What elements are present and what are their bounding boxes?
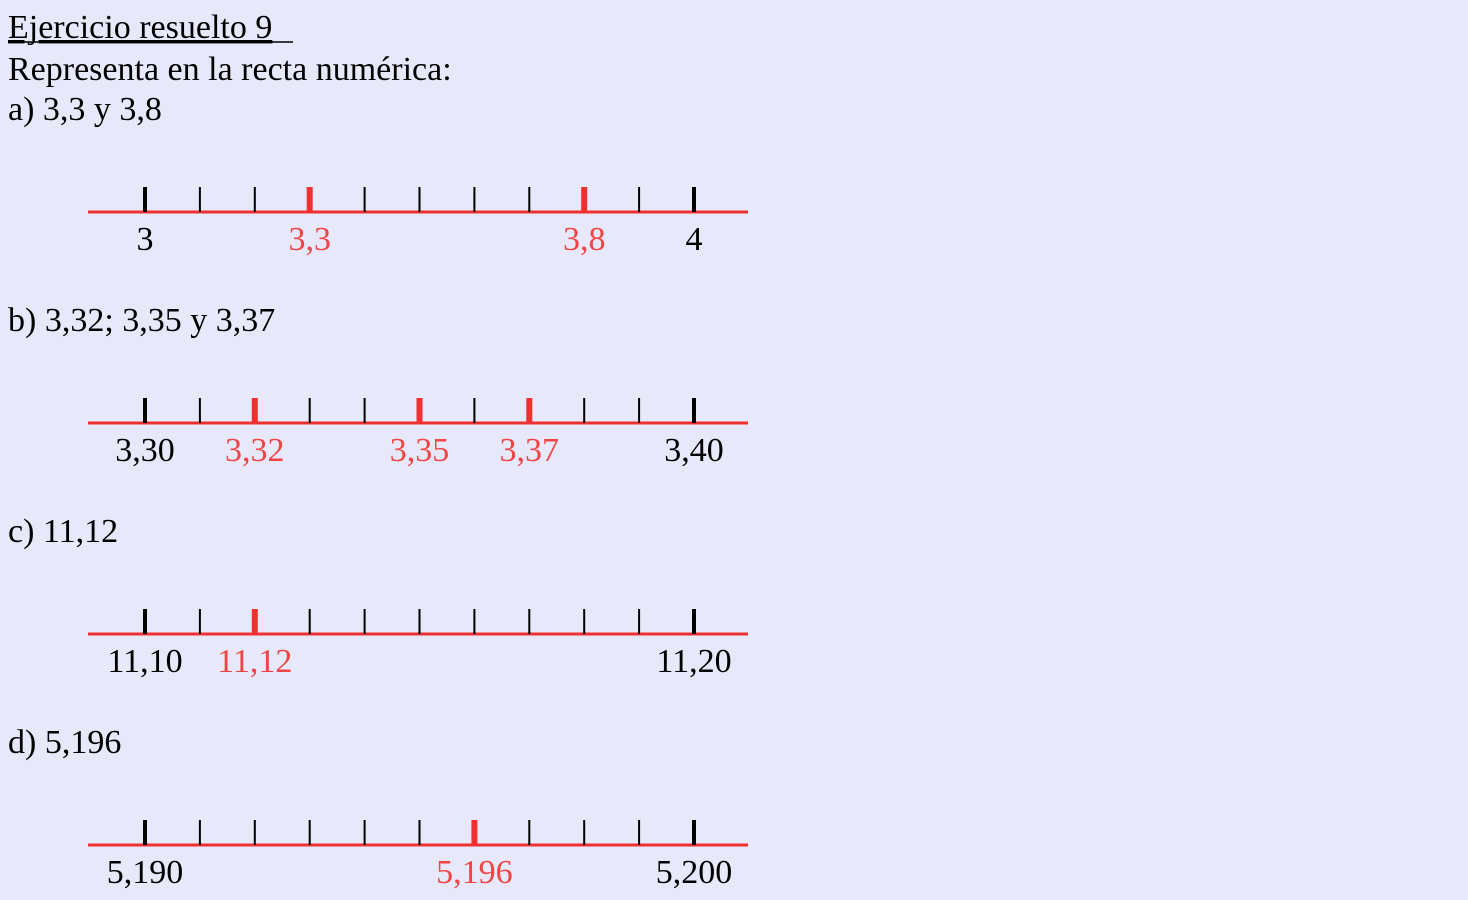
part-label: c) 11,12 bbox=[8, 513, 118, 550]
end-label: 3,40 bbox=[664, 432, 724, 469]
marked-label: 3,32 bbox=[225, 432, 285, 469]
title: Ejercicio resuelto 9 bbox=[8, 9, 272, 46]
marked-label: 3,37 bbox=[500, 432, 560, 469]
marked-label: 3,3 bbox=[288, 221, 331, 258]
part-label: a) 3,3 y 3,8 bbox=[8, 91, 162, 128]
instruction: Representa en la recta numérica: bbox=[8, 51, 452, 88]
start-label: 3 bbox=[137, 221, 154, 258]
start-label: 3,30 bbox=[115, 432, 175, 469]
marked-label: 11,12 bbox=[217, 643, 292, 680]
start-label: 5,190 bbox=[107, 854, 184, 891]
end-label: 5,200 bbox=[656, 854, 733, 891]
part-label: b) 3,32; 3,35 y 3,37 bbox=[8, 302, 275, 339]
marked-label: 3,8 bbox=[563, 221, 606, 258]
marked-label: 5,196 bbox=[436, 854, 513, 891]
start-label: 11,10 bbox=[107, 643, 182, 680]
part-label: d) 5,196 bbox=[8, 724, 121, 761]
marked-label: 3,35 bbox=[390, 432, 450, 469]
end-label: 4 bbox=[686, 221, 703, 258]
end-label: 11,20 bbox=[656, 643, 731, 680]
